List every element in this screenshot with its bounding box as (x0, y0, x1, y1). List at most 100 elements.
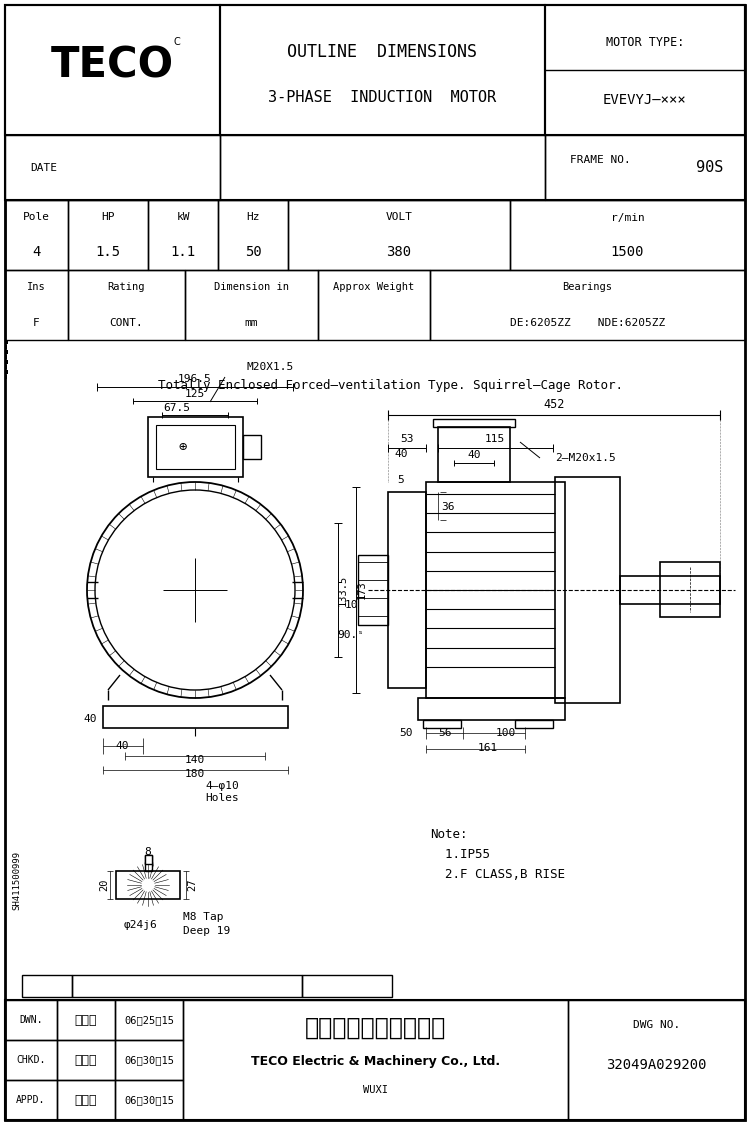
Text: 1500: 1500 (610, 245, 644, 260)
Text: TECO: TECO (50, 44, 173, 86)
Bar (5, 18, 8, 24)
Bar (115, 1080, 183, 1120)
Text: 2—M20x1.5: 2—M20x1.5 (554, 453, 615, 463)
Bar (5, 180, 6, 187)
Bar (5, 128, 8, 135)
Text: 380: 380 (386, 245, 412, 260)
Bar (57, 1000, 115, 1040)
Text: DATE: DATE (30, 163, 57, 173)
Text: 90S: 90S (696, 161, 724, 176)
Text: VOLT: VOLT (386, 213, 412, 223)
Text: 8: 8 (145, 847, 152, 857)
Text: 133.5: 133.5 (338, 575, 348, 605)
Text: 40: 40 (467, 450, 481, 460)
Bar (57, 1080, 115, 1120)
Text: kW: kW (176, 213, 190, 223)
Text: 40: 40 (84, 714, 98, 724)
Text: 3-PHASE  INDUCTION  MOTOR: 3-PHASE INDUCTION MOTOR (268, 90, 496, 106)
Bar (68, 200, 148, 270)
Text: 1.1: 1.1 (170, 245, 196, 260)
Bar (148, 200, 218, 270)
Bar (5, 83, 6, 89)
Bar (5, 142, 8, 147)
Text: M20X1.5: M20X1.5 (246, 362, 294, 372)
Bar (302, 975, 392, 997)
Text: 100: 100 (496, 728, 516, 738)
Text: φ24j6: φ24j6 (123, 920, 157, 930)
Bar (5, 96, 8, 102)
Text: Dimension in: Dimension in (214, 282, 289, 292)
Text: WUXI: WUXI (363, 1084, 388, 1095)
Bar (5, 270, 68, 340)
Bar (68, 270, 185, 340)
Bar (430, 270, 745, 340)
Bar (358, 555, 388, 626)
Text: Totally Enclosed Forced—ventilation Type. Squirrel—Cage Rotor.: Totally Enclosed Forced—ventilation Type… (158, 378, 622, 391)
Text: Bearings: Bearings (562, 282, 613, 292)
Text: 2.F CLASS,B RISE: 2.F CLASS,B RISE (430, 868, 565, 882)
Bar (5, 161, 8, 166)
Bar (288, 200, 510, 270)
Bar (218, 200, 288, 270)
Bar (5, 4, 220, 135)
Text: DE:6205ZZ    NDE:6205ZZ: DE:6205ZZ NDE:6205ZZ (510, 317, 665, 327)
Text: 32049A029200: 32049A029200 (606, 1058, 706, 1072)
Text: DWG NO.: DWG NO. (633, 1020, 680, 1030)
Bar (555, 477, 620, 703)
Text: Deep 19: Deep 19 (183, 926, 230, 936)
Bar (220, 135, 545, 200)
Bar (5, 168, 6, 173)
Bar (5, 37, 6, 44)
Bar (5, 1080, 57, 1120)
Bar (5, 135, 6, 141)
Text: 56: 56 (438, 728, 452, 738)
Text: 薄敏高: 薄敏高 (75, 1053, 98, 1066)
Text: C: C (173, 37, 180, 47)
Text: 53: 53 (400, 434, 414, 444)
Bar (145, 855, 152, 864)
Text: 161: 161 (478, 742, 498, 753)
Bar (660, 562, 720, 616)
Bar (545, 135, 745, 200)
Bar (5, 102, 6, 108)
Text: 67.5: 67.5 (163, 403, 190, 413)
Text: FRAME NO.: FRAME NO. (570, 155, 631, 165)
Bar (510, 200, 745, 270)
Bar (242, 435, 260, 459)
Text: r/min: r/min (610, 213, 644, 223)
Text: 4—φ10: 4—φ10 (205, 781, 238, 791)
Text: 06‥30‥15: 06‥30‥15 (124, 1095, 174, 1105)
Bar (103, 706, 287, 728)
Bar (5, 63, 6, 70)
Text: MOTOR TYPE:: MOTOR TYPE: (606, 36, 684, 48)
Text: DWN.: DWN. (20, 1015, 43, 1025)
Bar (5, 109, 8, 115)
Bar (5, 4, 745, 200)
Bar (388, 492, 426, 688)
Bar (5, 360, 8, 364)
Bar (5, 356, 7, 359)
Bar (5, 375, 7, 379)
Text: Approx Weight: Approx Weight (333, 282, 415, 292)
Bar (22, 975, 72, 997)
Text: EVEVYJ—×××: EVEVYJ—××× (603, 93, 687, 107)
Bar (155, 425, 235, 469)
Bar (5, 345, 7, 349)
Text: 180: 180 (184, 770, 205, 778)
Text: OUTLINE  DIMENSIONS: OUTLINE DIMENSIONS (287, 43, 477, 61)
Text: 5: 5 (398, 475, 404, 485)
Bar (418, 698, 565, 720)
Circle shape (161, 588, 165, 592)
Text: ⊕: ⊕ (178, 440, 188, 454)
Bar (5, 70, 8, 76)
Bar (5, 174, 8, 180)
Bar (5, 187, 8, 193)
Text: Holes: Holes (205, 793, 238, 803)
Bar (57, 1040, 115, 1080)
Bar (426, 482, 565, 698)
Bar (183, 1000, 568, 1120)
Text: Rating: Rating (108, 282, 146, 292)
Text: Note:: Note: (430, 828, 467, 842)
Text: F: F (33, 317, 40, 327)
Text: 115: 115 (484, 434, 506, 444)
